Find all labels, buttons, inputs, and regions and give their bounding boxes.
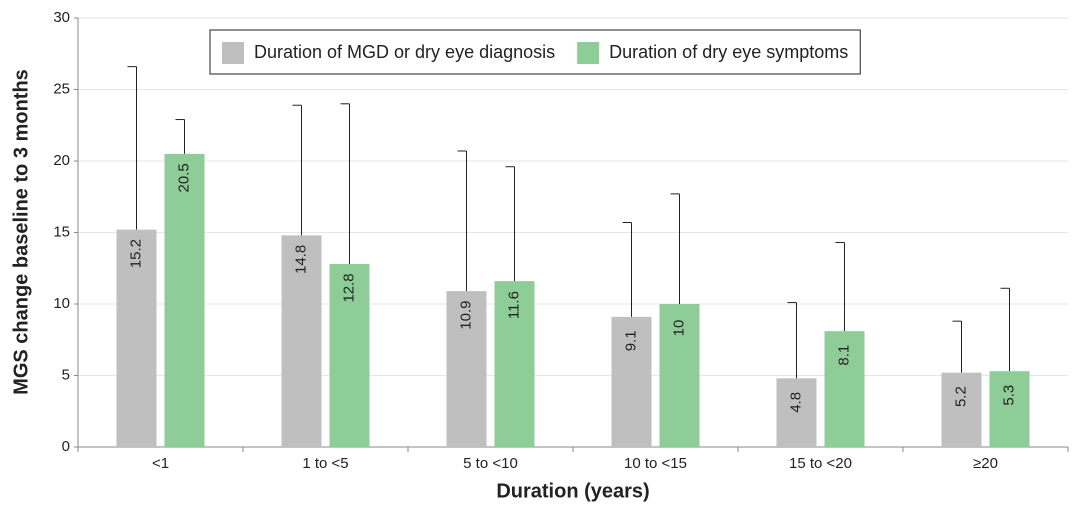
- legend-swatch: [222, 42, 244, 64]
- bar: [659, 304, 700, 447]
- data-label: 8.1: [835, 345, 852, 366]
- data-label: 10.9: [457, 301, 474, 330]
- data-label: 4.8: [787, 392, 804, 413]
- y-tick-label: 20: [53, 152, 70, 169]
- data-label: 11.6: [505, 291, 522, 319]
- x-tick-label: 1 to <5: [302, 455, 348, 472]
- data-label: 15.2: [127, 239, 144, 268]
- y-tick-label: 0: [62, 438, 70, 455]
- bar: [989, 371, 1030, 447]
- data-label: 12.8: [340, 273, 357, 302]
- bar: [446, 291, 487, 447]
- legend-swatch: [577, 42, 600, 64]
- x-axis-title: Duration (years): [496, 480, 649, 502]
- bar: [776, 378, 817, 447]
- bar: [164, 153, 205, 447]
- data-label: 9.1: [622, 330, 639, 351]
- legend-box: [209, 29, 861, 75]
- y-tick-label: 15: [53, 223, 70, 240]
- x-tick-label: <1: [152, 455, 169, 472]
- bar: [611, 316, 652, 447]
- x-tick-label: 15 to <20: [789, 455, 852, 472]
- y-tick-label: 30: [53, 9, 70, 26]
- legend-label: Duration of dry eye symptoms: [609, 42, 848, 62]
- bar: [494, 281, 535, 447]
- data-label: 10: [670, 320, 687, 337]
- bar: [116, 229, 157, 447]
- data-label: 20.5: [175, 163, 192, 192]
- legend-label: Duration of MGD or dry eye diagnosis: [254, 42, 555, 62]
- y-tick-label: 5: [62, 366, 70, 383]
- x-tick-label: 5 to <10: [463, 455, 518, 472]
- bar: [281, 235, 322, 447]
- bar: [329, 263, 370, 447]
- bar: [941, 372, 982, 447]
- x-tick-label: 10 to <15: [624, 455, 687, 472]
- data-label: 14.8: [292, 245, 309, 274]
- y-axis-title: MGS change baseline to 3 months: [10, 69, 32, 395]
- y-tick-label: 25: [53, 80, 70, 97]
- y-tick-label: 10: [53, 295, 70, 312]
- data-label: 5.2: [952, 386, 969, 407]
- bar: [824, 331, 865, 447]
- x-tick-label: ≥20: [973, 455, 998, 472]
- data-label: 5.3: [1000, 385, 1017, 406]
